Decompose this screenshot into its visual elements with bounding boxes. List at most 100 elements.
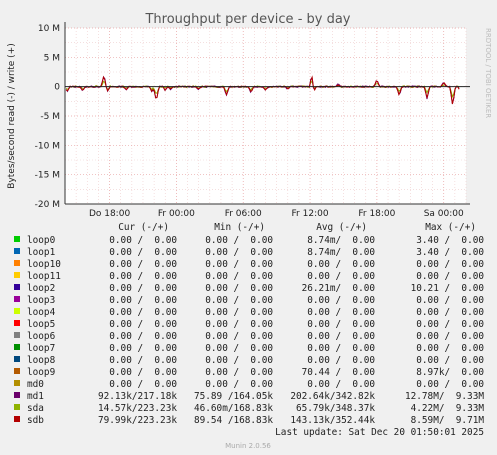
x-tick-label: Fr 00:00: [158, 209, 195, 219]
legend-swatch-loop5: [14, 320, 20, 326]
legend-value: 0.00 / 0.00: [109, 295, 177, 306]
legend-swatch-loop2: [14, 284, 20, 290]
legend-value: 14.57k/223.23k: [98, 403, 177, 414]
legend-value: 0.00 / 0.00: [109, 319, 177, 330]
x-tick-label: Fr 06:00: [225, 209, 262, 219]
legend-value: 0.00 / 0.00: [416, 295, 484, 306]
legend-value: 0.00 / 0.00: [416, 271, 484, 282]
legend-value: 0.00 / 0.00: [307, 379, 375, 390]
legend-swatch-loop3: [14, 296, 20, 302]
legend-value: 0.00 / 0.00: [205, 271, 273, 282]
legend-value: 3.40 / 0.00: [416, 247, 484, 258]
legend-name-sda: sda: [27, 403, 44, 414]
legend-value: 0.00 / 0.00: [416, 355, 484, 366]
legend-value: 0.00 / 0.00: [109, 331, 177, 342]
legend-swatch-sda: [14, 404, 20, 410]
legend-value: 26.21m/ 0.00: [302, 283, 376, 294]
legend-value: 0.00 / 0.00: [205, 259, 273, 270]
legend-value: 0.00 / 0.00: [307, 259, 375, 270]
rrdtool-credit: RRDTOOL / TOBI OETIKER: [484, 28, 492, 118]
legend-swatch-loop6: [14, 332, 20, 338]
legend-value: 202.64k/342.82k: [290, 391, 375, 402]
legend-value: 8.97k/ 0.00: [416, 367, 484, 378]
legend-header: Cur (-/+): [118, 222, 169, 233]
legend-name-loop2: loop2: [27, 283, 55, 294]
legend-value: 0.00 / 0.00: [205, 283, 273, 294]
legend-name-loop9: loop9: [27, 367, 56, 378]
legend-value: 0.00 / 0.00: [205, 379, 273, 390]
legend-value: 0.00 / 0.00: [307, 319, 375, 330]
legend-swatch-md0: [14, 380, 20, 386]
legend-value: 0.00 / 0.00: [205, 247, 273, 258]
y-tick-label: -5 M: [40, 112, 60, 122]
legend-value: 0.00 / 0.00: [109, 283, 177, 294]
legend-name-loop3: loop3: [27, 295, 55, 306]
legend-value: 0.00 / 0.00: [416, 331, 484, 342]
legend-name-loop10: loop10: [27, 259, 61, 270]
legend-value: 8.74m/ 0.00: [307, 235, 375, 246]
y-axis-label: Bytes/second read (-) / write (+): [7, 43, 17, 188]
legend-value: 10.21 / 0.00: [411, 283, 485, 294]
legend-name-loop6: loop6: [27, 331, 56, 342]
legend-value: 0.00 / 0.00: [109, 355, 177, 366]
y-tick-label: -15 M: [35, 171, 60, 181]
x-tick-label: Sa 00:00: [424, 209, 464, 219]
legend-value: 0.00 / 0.00: [109, 367, 177, 378]
legend-swatch-loop9: [14, 368, 20, 374]
legend-value: 0.00 / 0.00: [205, 235, 273, 246]
legend-value: 0.00 / 0.00: [416, 343, 484, 354]
legend-value: 75.89 /164.05k: [194, 391, 273, 402]
legend-header: Avg (-/+): [316, 222, 367, 233]
legend-name-loop1: loop1: [27, 247, 56, 258]
chart-title: Throughput per device - by day: [144, 12, 350, 27]
legend-value: 46.60m/168.83k: [194, 403, 273, 414]
y-tick-label: 5 M: [44, 53, 60, 63]
legend-value: 0.00 / 0.00: [307, 295, 375, 306]
legend-value: 8.74m/ 0.00: [307, 247, 375, 258]
legend-swatch-loop1: [14, 248, 20, 254]
x-tick-label: Fr 12:00: [292, 209, 329, 219]
legend-value: 0.00 / 0.00: [416, 379, 484, 390]
legend-name-loop7: loop7: [27, 343, 55, 354]
x-tick-label: Do 18:00: [89, 209, 131, 219]
grid-layer: [64, 27, 467, 205]
legend-value: 0.00 / 0.00: [109, 379, 177, 390]
legend-value: 0.00 / 0.00: [109, 307, 177, 318]
legend-name-loop8: loop8: [27, 355, 56, 366]
y-tick-label: -10 M: [35, 141, 60, 151]
legend-name-md0: md0: [27, 379, 44, 390]
legend-value: 0.00 / 0.00: [307, 307, 375, 318]
legend-header: Max (-/+): [425, 222, 476, 233]
legend-value: 0.00 / 0.00: [205, 343, 273, 354]
legend-name-md1: md1: [27, 391, 44, 402]
y-tick-label: -20 M: [35, 200, 60, 210]
legend-value: 0.00 / 0.00: [307, 271, 375, 282]
legend-value: 0.00 / 0.00: [205, 319, 273, 330]
legend-value: 79.99k/223.23k: [98, 415, 177, 426]
legend-value: 65.79k/348.37k: [296, 403, 375, 414]
last-update: Last update: Sat Dec 20 01:50:01 2025: [275, 427, 484, 438]
legend-value: 0.00 / 0.00: [109, 343, 177, 354]
legend-name-sdb: sdb: [27, 415, 44, 426]
legend-value: 0.00 / 0.00: [205, 307, 273, 318]
legend-layer: Cur (-/+) Min (-/+) Avg (-/+) Max (-/+) loop…: [14, 222, 484, 426]
legend-value: 92.13k/217.18k: [98, 391, 177, 402]
legend-name-loop0: loop0: [27, 235, 56, 246]
legend-value: 12.78M/ 9.33M: [405, 391, 484, 402]
legend-value: 0.00 / 0.00: [109, 247, 177, 258]
legend-value: 3.40 / 0.00: [416, 235, 484, 246]
legend-value: 0.00 / 0.00: [307, 355, 375, 366]
legend-value: 0.00 / 0.00: [416, 319, 484, 330]
legend-swatch-loop4: [14, 308, 20, 314]
legend-value: 0.00 / 0.00: [307, 343, 375, 354]
legend-swatch-loop8: [14, 356, 20, 362]
legend-swatch-loop7: [14, 344, 20, 350]
legend-value: 70.44 / 0.00: [302, 367, 376, 378]
munin-version: Munin 2.0.56: [225, 442, 271, 450]
axis-layer: 10 M 5 M 0 -5 M -10 M -15 M -20 M Do 18:00 Fr 00…: [35, 22, 470, 219]
legend-value: 8.59M/ 9.71M: [411, 415, 485, 426]
legend-value: 0.00 / 0.00: [109, 235, 177, 246]
legend-value: 0.00 / 0.00: [205, 331, 273, 342]
legend-value: 0.00 / 0.00: [205, 367, 273, 378]
